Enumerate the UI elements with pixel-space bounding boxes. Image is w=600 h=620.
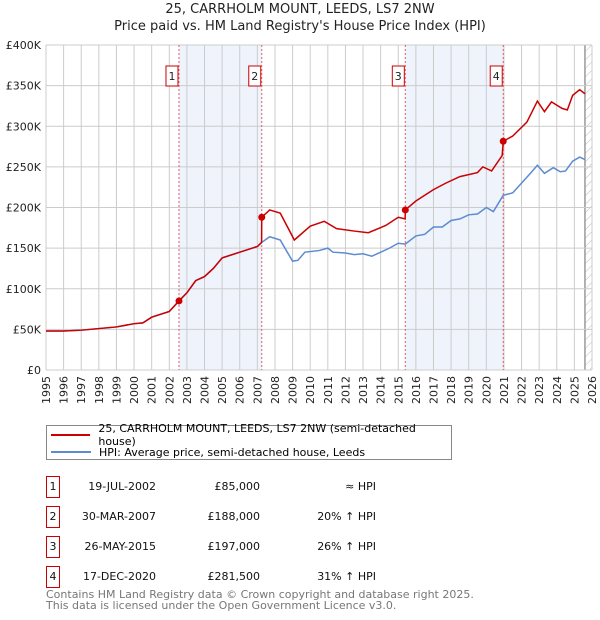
x-tick-label: 2015 <box>392 376 405 404</box>
x-tick-label: 2026 <box>586 376 599 404</box>
x-tick-label: 1998 <box>93 376 106 404</box>
y-tick-label: £400K <box>6 39 42 52</box>
marker-badge: 2 <box>46 506 60 528</box>
y-tick-label: £200K <box>6 202 42 215</box>
y-tick-label: £100K <box>6 283 42 296</box>
marker-label-box <box>165 65 179 87</box>
footer-copyright: Contains HM Land Registry data © Crown c… <box>46 588 474 601</box>
x-tick-label: 2001 <box>146 376 159 404</box>
x-tick-label: 2008 <box>269 376 282 404</box>
legend-label: HPI: Average price, semi-detached house,… <box>99 445 366 459</box>
y-tick-label: £0 <box>27 364 41 377</box>
x-tick-label: 2009 <box>287 376 300 404</box>
marker-label-box <box>489 65 503 87</box>
x-tick-label: 1997 <box>75 376 88 404</box>
marker-label: 2 <box>251 70 258 83</box>
x-tick-label: 2005 <box>216 376 229 404</box>
table-row: 3 26-MAY-2015 £197,000 26% ↑ HPI <box>46 536 376 558</box>
marker-label-box <box>248 65 262 87</box>
sale-point <box>499 137 507 145</box>
hpi-comparison: 31% ↑ HPI <box>317 570 376 583</box>
blue-line-swatch <box>51 451 91 453</box>
marker-label: 3 <box>395 70 402 83</box>
sale-point <box>175 297 183 305</box>
sale-price: £197,000 <box>207 540 261 553</box>
x-tick-label: 2016 <box>410 376 423 404</box>
x-tick-label: 2011 <box>322 376 335 404</box>
marker-label: 4 <box>493 70 500 83</box>
x-tick-label: 2007 <box>251 376 264 404</box>
x-tick-label: 2006 <box>234 376 247 404</box>
marker-label-box <box>391 65 405 87</box>
x-tick-label: 2012 <box>339 376 352 404</box>
x-tick-label: 2000 <box>128 376 141 404</box>
marker-label: 1 <box>168 70 175 83</box>
y-tick-label: £50K <box>13 323 42 336</box>
x-tick-label: 2002 <box>163 376 176 404</box>
hpi-comparison: 20% ↑ HPI <box>317 510 376 523</box>
legend-item-property: 25, CARRHOLM MOUNT, LEEDS, LS7 2NW (semi… <box>51 422 451 448</box>
x-tick-label: 2004 <box>199 376 212 404</box>
table-row: 1 19-JUL-2002 £85,000 ≈ HPI <box>46 476 376 498</box>
x-tick-label: 2020 <box>480 376 493 404</box>
x-tick-label: 1995 <box>40 376 53 404</box>
sale-price: £85,000 <box>214 480 261 493</box>
x-tick-label: 2024 <box>551 376 564 404</box>
sale-price: £281,500 <box>207 570 261 583</box>
x-tick-label: 2018 <box>445 376 458 404</box>
legend: 25, CARRHOLM MOUNT, LEEDS, LS7 2NW (semi… <box>46 422 452 460</box>
marker-badge: 4 <box>46 566 60 588</box>
x-tick-label: 2023 <box>533 376 546 404</box>
legend-label: 25, CARRHOLM MOUNT, LEEDS, LS7 2NW (semi… <box>98 422 416 448</box>
sale-point <box>401 206 409 214</box>
property-price-line <box>46 88 586 332</box>
chart-subtitle: Price paid vs. HM Land Registry's House … <box>114 19 486 34</box>
hpi-comparison: 26% ↑ HPI <box>317 540 376 553</box>
chart-title: 25, CARRHOLM MOUNT, LEEDS, LS7 2NW <box>165 2 435 17</box>
x-tick-label: 2021 <box>498 376 511 404</box>
sale-date: 17-DEC-2020 <box>82 570 156 583</box>
x-tick-label: 2003 <box>181 376 194 404</box>
price-chart: 1995 1996 1997 1998 1999 2000 2001 2002 2003 2004… <box>6 39 599 404</box>
x-tick-label: 2019 <box>463 376 476 404</box>
y-tick-label: £250K <box>6 161 42 174</box>
x-tick-label: 2014 <box>375 376 388 404</box>
hpi-comparison: ≈ HPI <box>345 480 376 493</box>
x-tick-label: 1999 <box>110 376 123 404</box>
y-tick-label: £300K <box>6 120 42 133</box>
x-tick-label: 2022 <box>516 376 529 404</box>
x-tick-label: 1996 <box>58 376 71 404</box>
red-line-swatch <box>51 434 91 436</box>
x-tick-label: 2010 <box>304 376 317 404</box>
x-tick-label: 2017 <box>427 376 440 404</box>
table-row: 4 17-DEC-2020 £281,500 31% ↑ HPI <box>46 566 376 588</box>
marker-badge: 3 <box>46 536 60 558</box>
x-tick-label: 2025 <box>568 376 581 404</box>
sale-point <box>258 213 266 221</box>
table-row: 2 30-MAR-2007 £188,000 20% ↑ HPI <box>46 506 376 528</box>
x-tick-label: 2013 <box>357 376 370 404</box>
y-tick-label: £350K <box>6 80 42 93</box>
sale-date: 26-MAY-2015 <box>84 540 156 553</box>
sale-date: 19-JUL-2002 <box>88 480 156 493</box>
marker-badge: 1 <box>46 476 60 498</box>
y-tick-label: £150K <box>6 242 42 255</box>
sale-price: £188,000 <box>207 510 261 523</box>
footer-licence: This data is licensed under the Open Gov… <box>46 599 397 612</box>
sale-date: 30-MAR-2007 <box>81 510 156 523</box>
legend-item-hpi: HPI: Average price, semi-detached house,… <box>51 444 365 460</box>
